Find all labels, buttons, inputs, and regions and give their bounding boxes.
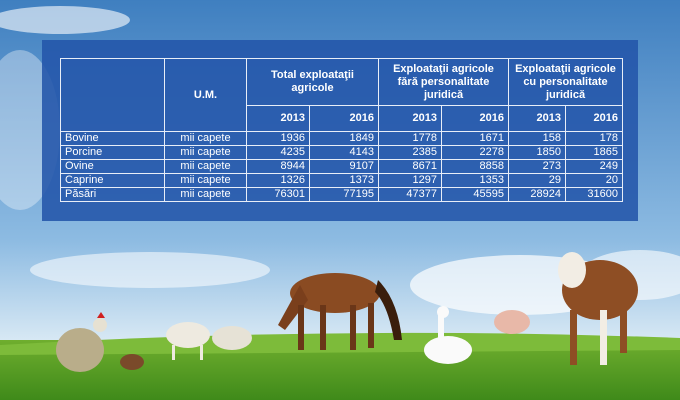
value-cell: 2278 (441, 145, 509, 160)
value-cell: 77195 (309, 187, 379, 202)
row-label: Ovine (60, 159, 165, 174)
year-header: 2016 (309, 105, 379, 132)
table-row: Ovine mii capete 8944 9107 8671 8858 273 249 (60, 159, 623, 174)
value-cell: 8858 (441, 159, 509, 174)
value-cell: 1373 (309, 173, 379, 188)
table-row: Păsări mii capete 76301 77195 47377 45595 2892… (60, 187, 623, 202)
value-cell: 1671 (441, 131, 509, 146)
value-cell: 249 (565, 159, 623, 174)
value-cell: 1865 (565, 145, 623, 160)
group-header: Exploataţii agricole fără personalitate … (378, 58, 509, 106)
value-cell: 47377 (378, 187, 442, 202)
value-cell: 1326 (246, 173, 310, 188)
value-cell: 8671 (378, 159, 442, 174)
value-cell: 45595 (441, 187, 509, 202)
value-cell: 4235 (246, 145, 310, 160)
table-row: Bovine mii capete 1936 1849 1778 1671 158 178 (60, 131, 623, 146)
unit-cell: mii capete (164, 173, 247, 188)
table-row: Porcine mii capete 4235 4143 2385 2278 1850 186… (60, 145, 623, 160)
unit-cell: mii capete (164, 131, 247, 146)
unit-cell: mii capete (164, 145, 247, 160)
year-header: 2013 (508, 105, 566, 132)
row-label: Păsări (60, 187, 165, 202)
value-cell: 158 (508, 131, 566, 146)
value-cell: 29 (508, 173, 566, 188)
corner-cell (60, 58, 165, 132)
value-cell: 20 (565, 173, 623, 188)
data-table: U.M. Total exploataţii agricole Exploataţi… (60, 58, 623, 202)
value-cell: 4143 (309, 145, 379, 160)
year-header: 2016 (441, 105, 509, 132)
row-label: Caprine (60, 173, 165, 188)
value-cell: 76301 (246, 187, 310, 202)
unit-cell: mii capete (164, 187, 247, 202)
value-cell: 31600 (565, 187, 623, 202)
year-header: 2016 (565, 105, 623, 132)
value-cell: 1849 (309, 131, 379, 146)
value-cell: 1778 (378, 131, 442, 146)
table-row: U.M. Total exploataţii agricole Exploataţi… (60, 58, 623, 132)
table-row: 2013 2016 2013 2016 2013 2016 (61, 105, 623, 132)
row-label: Porcine (60, 145, 165, 160)
value-cell: 1353 (441, 173, 509, 188)
year-header: 2013 (378, 105, 442, 132)
value-cell: 2385 (378, 145, 442, 160)
value-cell: 1297 (378, 173, 442, 188)
group-header: Exploataţii agricole cu personalitate ju… (508, 58, 623, 106)
group-header: Total exploataţii agricole (246, 58, 379, 106)
table-panel: U.M. Total exploataţii agricole Exploataţi… (42, 40, 638, 221)
value-cell: 9107 (309, 159, 379, 174)
unit-cell: mii capete (164, 159, 247, 174)
value-cell: 178 (565, 131, 623, 146)
value-cell: 1936 (246, 131, 310, 146)
table-row: Caprine mii capete 1326 1373 1297 1353 29 20 (60, 173, 623, 188)
year-header: 2013 (246, 105, 310, 132)
row-label: Bovine (60, 131, 165, 146)
value-cell: 273 (508, 159, 566, 174)
value-cell: 28924 (508, 187, 566, 202)
unit-header: U.M. (164, 58, 247, 132)
value-cell: 8944 (246, 159, 310, 174)
value-cell: 1850 (508, 145, 566, 160)
